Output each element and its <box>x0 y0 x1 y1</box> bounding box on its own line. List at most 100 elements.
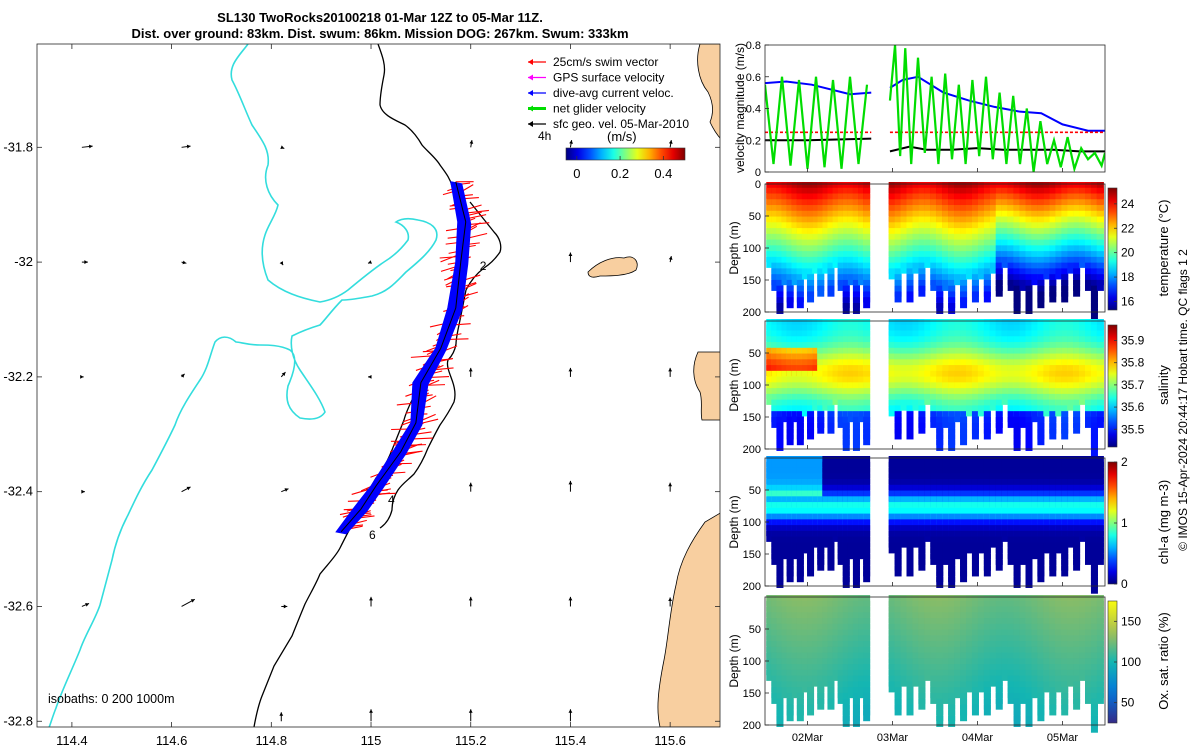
section-sample <box>771 612 779 624</box>
section-sample <box>900 669 908 681</box>
section-sample <box>1073 618 1081 630</box>
section-sample <box>842 715 850 727</box>
section-sample <box>822 456 830 467</box>
section-sample <box>1090 297 1098 309</box>
section-sample <box>807 664 815 676</box>
section-sample <box>1073 279 1081 291</box>
section-sample <box>1025 698 1033 710</box>
section-sample <box>1031 664 1039 676</box>
section-sample <box>989 365 997 377</box>
section-sample <box>1037 268 1045 280</box>
section-sample <box>1013 193 1021 205</box>
section-sample <box>786 704 794 716</box>
section-sample <box>1067 187 1075 199</box>
section-sample <box>924 347 932 359</box>
section-sample <box>852 565 860 577</box>
section-sample <box>1013 256 1021 268</box>
section-sample <box>971 319 979 330</box>
section-sample <box>948 704 956 716</box>
section-sample <box>1025 467 1033 479</box>
section-sample <box>995 342 1003 354</box>
section-sample <box>847 484 855 496</box>
section-sample <box>924 330 932 342</box>
section-sample <box>977 245 985 257</box>
section-sample <box>863 187 871 199</box>
section-sample <box>894 664 902 676</box>
section-sample <box>807 467 815 479</box>
section-sample <box>1096 233 1104 245</box>
section-sample <box>1085 629 1092 641</box>
section-sample <box>900 205 908 217</box>
section-sample <box>1019 274 1027 286</box>
section-sample <box>971 652 979 664</box>
section-sample <box>817 606 825 618</box>
section-sample <box>924 456 932 467</box>
section-sample <box>966 513 973 525</box>
section-sample <box>924 336 932 348</box>
section-sample <box>924 251 932 263</box>
section-sample <box>1049 216 1057 228</box>
section-sample <box>1043 336 1051 348</box>
section-sample <box>827 353 835 365</box>
section-sample <box>1085 365 1092 377</box>
section-sample <box>1043 324 1051 336</box>
section-sample <box>1025 576 1033 588</box>
section-sample <box>1049 525 1057 537</box>
section-sample <box>1096 210 1104 222</box>
section-sample <box>1085 525 1092 537</box>
section-sample <box>948 382 956 394</box>
section-sample <box>930 548 938 560</box>
section-sample <box>858 513 866 525</box>
section-sample <box>1090 222 1098 234</box>
section-sample <box>924 467 932 479</box>
section-sample <box>796 595 804 606</box>
section-sample <box>801 365 809 377</box>
section-sample <box>983 652 991 664</box>
section-sample <box>942 502 950 514</box>
section-sample <box>906 467 914 479</box>
section-sample <box>1013 513 1021 525</box>
section-sample <box>863 205 871 217</box>
section-sample <box>796 376 804 388</box>
section-sample <box>1007 629 1015 641</box>
velocity-panel: 00.20.40.60.8 velocity magnitude (m/s) <box>733 40 1106 179</box>
section-sample <box>1073 405 1081 417</box>
section-sample <box>977 513 985 525</box>
section-sample <box>948 507 956 519</box>
section-sample <box>766 210 774 222</box>
section-sample <box>1025 330 1033 342</box>
section-sample <box>936 519 944 531</box>
section-sample <box>906 681 914 693</box>
section-sample <box>971 513 979 525</box>
section-sample <box>894 268 902 280</box>
section-sample <box>1067 353 1075 365</box>
section-sample <box>817 635 825 647</box>
section-sample <box>983 353 991 365</box>
section-sample <box>786 629 794 641</box>
section-sample <box>936 245 944 257</box>
section-sample <box>888 681 896 693</box>
section-sample <box>1096 245 1104 257</box>
section-sample <box>827 623 835 635</box>
section-sample <box>977 641 985 653</box>
section-sample <box>1037 513 1045 525</box>
section-sample <box>954 376 962 388</box>
section-sample <box>807 612 815 624</box>
section-sample <box>930 687 938 699</box>
section-sample <box>1049 324 1057 336</box>
section-sample <box>1049 205 1057 217</box>
section-sample <box>1031 359 1039 371</box>
section-sample <box>771 319 779 330</box>
section-sample <box>1055 606 1063 618</box>
section-sample <box>989 182 997 193</box>
current-ribbon <box>335 181 472 535</box>
section-sample <box>801 347 809 359</box>
section-sample <box>791 548 799 560</box>
section-sample <box>1090 479 1098 491</box>
section-sample <box>1090 467 1098 479</box>
section-sample <box>796 710 804 722</box>
section-sample <box>832 239 840 251</box>
section-sample <box>1037 353 1045 365</box>
section-sample <box>894 382 902 394</box>
section-sample <box>1079 182 1087 193</box>
